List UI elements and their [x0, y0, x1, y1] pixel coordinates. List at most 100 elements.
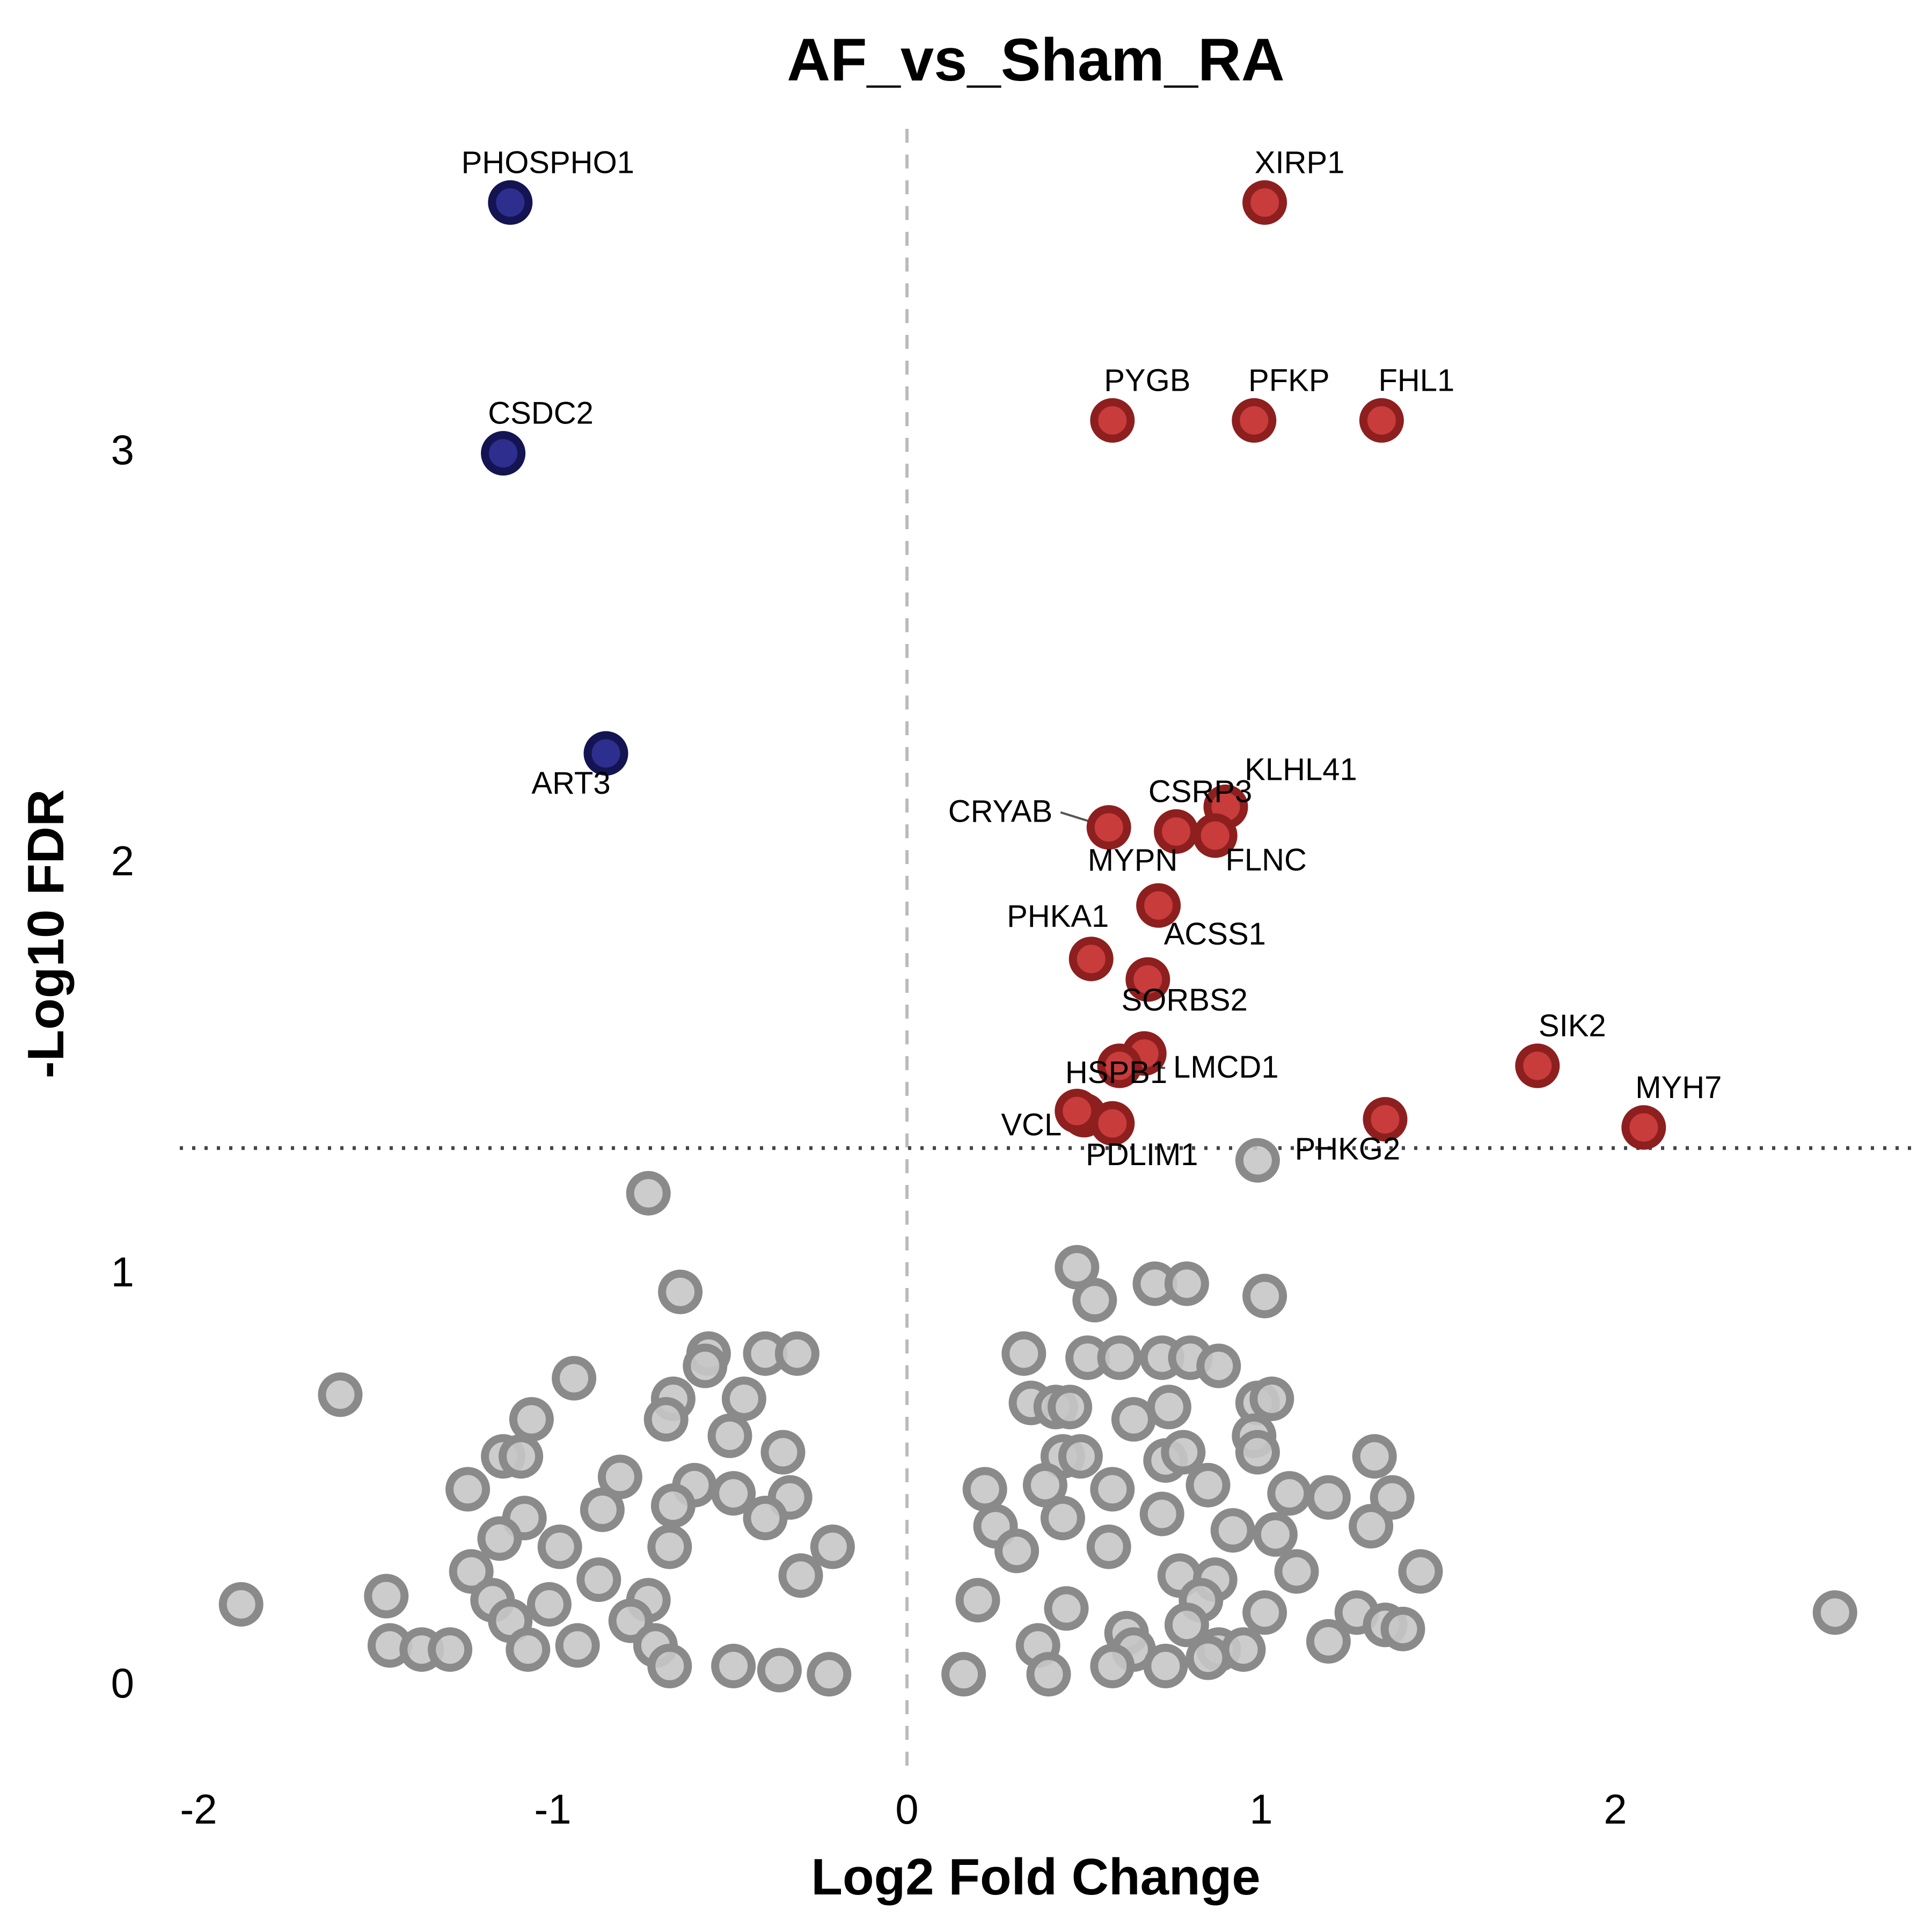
chart-title: AF_vs_Sham_RA [787, 26, 1285, 93]
x-tick-label: 0 [895, 1785, 918, 1833]
ns-point [584, 1491, 620, 1528]
ns-point [1254, 1380, 1290, 1417]
gene-label: KLHL41 [1245, 752, 1357, 787]
y-tick-label: 0 [111, 1659, 134, 1707]
up-point [1059, 1093, 1095, 1129]
down-point [485, 435, 522, 472]
gene-label: SORBS2 [1122, 983, 1248, 1018]
ns-point [1190, 1640, 1226, 1676]
ns-point [450, 1471, 486, 1507]
ns-point [761, 1652, 797, 1688]
up-point [1363, 402, 1400, 438]
gene-label: MYH7 [1635, 1070, 1722, 1105]
ns-point [513, 1401, 550, 1438]
up-point [1247, 184, 1283, 221]
down-point [492, 184, 529, 221]
ns-point [814, 1528, 851, 1565]
ns-point [1385, 1611, 1421, 1647]
ns-point [1247, 1278, 1283, 1314]
ns-point [581, 1562, 617, 1598]
ns-point [1062, 1438, 1099, 1475]
ns-point [1214, 1512, 1251, 1549]
ns-point [1048, 1590, 1085, 1627]
ns-point [967, 1471, 1003, 1507]
ns-point [1168, 1265, 1205, 1302]
ns-point [510, 1631, 546, 1668]
ns-point [1094, 1471, 1131, 1507]
ns-point [1247, 1594, 1283, 1631]
ns-point [811, 1656, 847, 1693]
ns-point [1817, 1594, 1853, 1631]
ns-point [1147, 1648, 1184, 1684]
ns-point [715, 1648, 752, 1684]
gene-label: CSDC2 [488, 396, 594, 431]
y-tick-label: 3 [111, 426, 134, 473]
ns-point [779, 1335, 815, 1372]
ns-point [1165, 1434, 1202, 1470]
gene-label: PHKG2 [1295, 1132, 1401, 1167]
gene-label: LMCD1 [1173, 1050, 1279, 1085]
x-tick-label: 1 [1249, 1785, 1272, 1833]
ns-point [655, 1488, 691, 1524]
up-point [1236, 402, 1272, 438]
ns-point [1278, 1553, 1315, 1590]
gene-label: CRYAB [948, 794, 1052, 829]
ns-point [1402, 1553, 1439, 1590]
ns-point [1115, 1401, 1152, 1438]
x-tick-label: -1 [534, 1785, 571, 1833]
up-point [1091, 809, 1127, 846]
ns-point [1101, 1340, 1138, 1376]
gene-label: XIRP1 [1255, 145, 1345, 180]
y-tick-label: 1 [111, 1248, 134, 1296]
gene-label: PFKP [1248, 363, 1330, 398]
ns-point [556, 1360, 592, 1396]
ns-point [1190, 1467, 1226, 1503]
gene-label: HSPB1 [1065, 1055, 1167, 1090]
ns-point [715, 1475, 752, 1512]
ns-point [1144, 1496, 1180, 1532]
ns-point [223, 1586, 259, 1622]
ns-point [1044, 1500, 1081, 1536]
ns-point [1310, 1479, 1346, 1516]
ns-point [630, 1175, 667, 1211]
ns-point [1239, 1142, 1276, 1179]
gene-label: VCL [1001, 1107, 1062, 1142]
ns-point [432, 1631, 469, 1668]
ns-point [1091, 1528, 1127, 1565]
ns-point [652, 1528, 688, 1565]
ns-point [1271, 1475, 1308, 1512]
gene-label: FHL1 [1378, 363, 1454, 398]
x-axis-title: Log2 Fold Change [811, 1848, 1260, 1906]
y-tick-label: 2 [111, 837, 134, 884]
gene-label: PYGB [1104, 363, 1190, 398]
ns-point [481, 1520, 518, 1557]
ns-point [1353, 1508, 1389, 1545]
ns-point [503, 1438, 539, 1475]
gene-label: ART3 [531, 766, 610, 801]
ns-point [1225, 1631, 1262, 1668]
ns-point [712, 1417, 748, 1454]
ns-point [1077, 1282, 1113, 1319]
ns-point [747, 1500, 784, 1536]
ns-point [1094, 1648, 1131, 1684]
gene-label: CSRP3 [1148, 774, 1252, 809]
ns-point [322, 1377, 358, 1413]
ns-point [1356, 1438, 1393, 1475]
gene-label: FLNC [1225, 843, 1306, 877]
up-point [1073, 941, 1109, 977]
ns-point [368, 1578, 405, 1614]
ns-point [541, 1528, 578, 1565]
gene-label: SIK2 [1539, 1008, 1606, 1043]
y-axis-title: -Log10 FDR [17, 789, 75, 1079]
up-point [1094, 1105, 1131, 1141]
up-point [1094, 402, 1131, 438]
gene-label: ACSS1 [1164, 917, 1266, 952]
ns-point [648, 1401, 684, 1438]
ns-point [782, 1557, 819, 1594]
gene-label: PHKA1 [1007, 899, 1109, 934]
x-tick-label: -2 [180, 1785, 217, 1833]
ns-point [960, 1582, 996, 1619]
gene-label: MYPN [1088, 843, 1178, 877]
